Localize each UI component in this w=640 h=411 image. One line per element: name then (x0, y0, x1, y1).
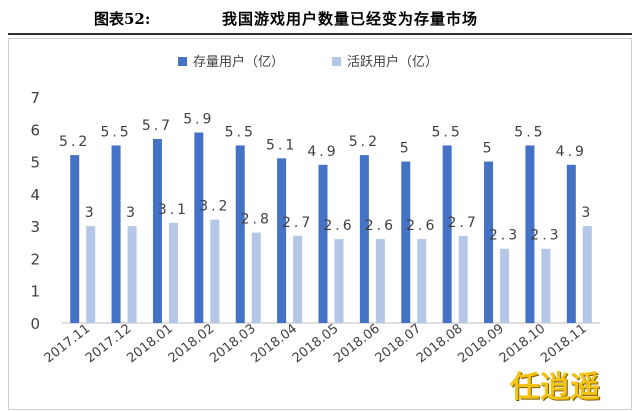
bar-series-2 (375, 239, 385, 323)
chart-title: 我国游戏用户数量已经变为存量市场 (222, 10, 479, 28)
x-tick-label: 2018.05 (290, 321, 342, 366)
bar-series-2 (251, 232, 261, 323)
bar-series-1 (359, 155, 369, 323)
data-label-series-1: 5 (400, 141, 412, 157)
data-label-series-2: 2.6 (406, 218, 437, 234)
bar-series-2 (541, 248, 551, 323)
bar-series-2 (458, 235, 468, 323)
data-label-series-2: 3.2 (199, 199, 230, 215)
data-label-series-1: 4.9 (556, 144, 587, 160)
bar-series-2 (127, 226, 137, 323)
bar-series-2 (417, 239, 427, 323)
data-label-series-1: 4.9 (307, 144, 338, 160)
data-label-series-2: 2.7 (282, 215, 313, 231)
figure-header: 图表52: 我国游戏用户数量已经变为存量市场 (0, 0, 640, 35)
x-tick-label: 2018.07 (373, 321, 425, 366)
data-label-series-1: 5.1 (266, 137, 297, 153)
data-label-series-2: 2.6 (323, 218, 354, 234)
bar-series-1 (525, 145, 535, 323)
y-tick-label: 4 (30, 186, 40, 204)
x-tick-label: 2017.12 (83, 321, 135, 366)
bar-series-1 (401, 161, 411, 323)
data-label-series-2: 2.8 (241, 212, 272, 228)
bar-series-2 (582, 226, 592, 323)
data-label-series-2: 3.1 (158, 202, 189, 218)
bar-series-1 (111, 145, 121, 323)
x-tick-label: 2018.08 (414, 321, 466, 366)
y-tick-label: 3 (30, 218, 40, 236)
data-label-series-1: 5.5 (225, 124, 256, 140)
x-tick-label: 2018.09 (455, 321, 507, 366)
data-label-series-2: 2.3 (530, 228, 561, 244)
figure-label: 图表52: (94, 10, 151, 28)
legend-label-1: 存量用户（亿） (193, 54, 284, 70)
bar-series-1 (235, 145, 245, 323)
bar-series-2 (210, 219, 220, 323)
data-label-series-2: 3 (85, 205, 97, 221)
bar-series-1 (566, 164, 576, 323)
bar-series-1 (194, 132, 204, 323)
data-label-series-2: 3 (126, 205, 138, 221)
chart-frame (8, 38, 632, 410)
y-tick-label: 7 (30, 89, 40, 107)
x-tick-label: 2018.11 (538, 321, 590, 366)
bar-series-2 (334, 239, 344, 323)
data-label-series-2: 3 (581, 205, 593, 221)
legend-swatch-2 (332, 57, 341, 66)
x-tick-label: 2018.03 (207, 321, 259, 366)
data-label-series-1: 5 (483, 141, 495, 157)
data-label-series-1: 5.2 (59, 134, 90, 150)
data-label-series-1: 5.7 (142, 118, 173, 134)
bar-series-1 (442, 145, 452, 323)
bar-series-1 (277, 158, 287, 323)
bar-series-2 (293, 235, 303, 323)
bar-series-1 (484, 161, 494, 323)
data-label-series-2: 2.3 (489, 228, 520, 244)
bar-series-2 (86, 226, 96, 323)
bar-series-2 (168, 222, 178, 323)
watermark-logo: 任逍遥 (510, 370, 600, 405)
x-tick-label: 2018.02 (166, 321, 218, 366)
bar-series-1 (152, 138, 162, 323)
bar-series-1 (70, 155, 80, 323)
x-tick-label: 2018.01 (124, 321, 176, 366)
data-label-series-1: 5.5 (100, 124, 131, 140)
y-tick-label: 1 (30, 283, 40, 301)
x-tick-label: 2017.11 (42, 321, 94, 366)
data-label-series-2: 2.7 (448, 215, 479, 231)
data-label-series-1: 5.5 (514, 124, 545, 140)
legend-label-2: 活跃用户（亿） (347, 54, 438, 70)
data-label-series-1: 5.2 (349, 134, 380, 150)
x-tick-label: 2018.10 (497, 321, 549, 366)
legend-swatch-1 (178, 57, 187, 66)
data-label-series-1: 5.9 (183, 112, 214, 128)
y-tick-label: 2 (30, 250, 40, 268)
data-label-series-2: 2.6 (365, 218, 396, 234)
y-tick-label: 6 (30, 121, 40, 139)
header-rule (8, 33, 632, 35)
x-tick-label: 2018.04 (248, 321, 300, 366)
data-label-series-1: 5.5 (432, 124, 463, 140)
y-tick-label: 5 (30, 154, 40, 172)
y-tick-label: 0 (30, 315, 40, 333)
bar-series-1 (318, 164, 328, 323)
bar-series-2 (500, 248, 510, 323)
x-tick-label: 2018.06 (331, 321, 383, 366)
